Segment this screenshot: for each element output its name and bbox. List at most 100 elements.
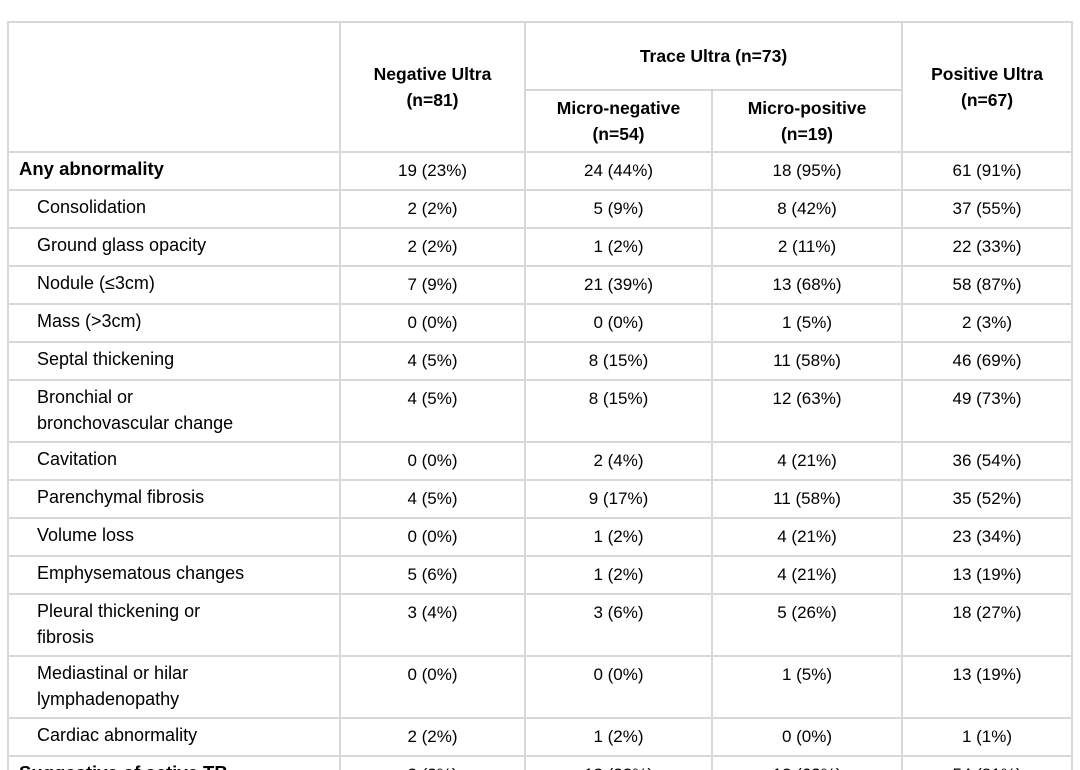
row-value: 5 (6%)	[339, 555, 526, 595]
row-value: 2 (2%)	[339, 189, 526, 229]
row-value: 23 (34%)	[901, 517, 1074, 557]
row-value: 13 (68%)	[710, 265, 904, 305]
row-label: Ground glass opacity	[7, 227, 341, 267]
table-row-consolidation: Consolidation 2 (2%) 5 (9%) 8 (42%) 37 (…	[7, 189, 1074, 229]
row-value: 2 (3%)	[901, 303, 1074, 343]
row-value: 58 (87%)	[901, 265, 1074, 305]
row-value: 4 (5%)	[339, 379, 526, 443]
row-value: 2 (4%)	[524, 441, 713, 481]
row-label: Septal thickening	[7, 341, 341, 381]
row-value: 22 (33%)	[901, 227, 1074, 267]
row-value: 5 (26%)	[710, 593, 904, 657]
row-value: 46 (69%)	[901, 341, 1074, 381]
row-value: 35 (52%)	[901, 479, 1074, 519]
row-value: 2 (11%)	[710, 227, 904, 267]
row-value: 1 (2%)	[524, 517, 713, 557]
table-row-emphysematous-changes: Emphysematous changes 5 (6%) 1 (2%) 4 (2…	[7, 555, 1074, 595]
row-value: 12 (22%)	[524, 755, 713, 770]
table-row-ground-glass-opacity: Ground glass opacity 2 (2%) 1 (2%) 2 (11…	[7, 227, 1074, 267]
row-value: 4 (21%)	[710, 441, 904, 481]
row-label: Pleural thickening or fibrosis	[7, 593, 341, 657]
row-value: 4 (21%)	[710, 555, 904, 595]
header-row-2: Micro-negative (n=54) Micro-positive (n=…	[8, 89, 1072, 153]
row-label: Suggestive of active TB	[7, 755, 341, 770]
row-value: 13 (19%)	[901, 655, 1074, 719]
row-value: 18 (95%)	[710, 151, 904, 191]
row-value: 36 (54%)	[901, 441, 1074, 481]
row-label: Mediastinal or hilar lymphadenopathy	[7, 655, 341, 719]
row-value: 0 (0%)	[710, 717, 904, 757]
row-value: 1 (2%)	[524, 227, 713, 267]
table-row-cardiac-abnormality: Cardiac abnormality 2 (2%) 1 (2%) 0 (0%)…	[7, 717, 1074, 757]
table-row-nodule: Nodule (≤3cm) 7 (9%) 21 (39%) 13 (68%) 5…	[7, 265, 1074, 305]
row-value: 1 (2%)	[524, 555, 713, 595]
row-label: Any abnormality	[7, 151, 341, 191]
row-value: 8 (42%)	[710, 189, 904, 229]
col-header-negative-ultra: Negative Ultra (n=81)	[339, 21, 526, 153]
table-row-mediastinal-lymphadenopathy: Mediastinal or hilar lymphadenopathy 0 (…	[7, 655, 1074, 719]
row-value: 0 (0%)	[524, 303, 713, 343]
row-value: 11 (58%)	[710, 341, 904, 381]
row-value: 19 (23%)	[339, 151, 526, 191]
row-value: 0 (0%)	[339, 441, 526, 481]
col-header-positive-ultra: Positive Ultra (n=67)	[901, 21, 1074, 153]
row-value: 0 (0%)	[524, 655, 713, 719]
col-header-trace-ultra: Trace Ultra (n=73)	[523, 21, 904, 91]
row-label: Bronchial or bronchovascular change	[7, 379, 341, 443]
row-value: 0 (0%)	[339, 517, 526, 557]
row-value: 37 (55%)	[901, 189, 1074, 229]
table-row-cavitation: Cavitation 0 (0%) 2 (4%) 4 (21%) 36 (54%…	[7, 441, 1074, 481]
row-value: 61 (91%)	[901, 151, 1074, 191]
row-value: 8 (15%)	[524, 379, 713, 443]
row-value: 1 (5%)	[710, 655, 904, 719]
row-value: 12 (63%)	[710, 755, 904, 770]
row-label: Mass (>3cm)	[7, 303, 341, 343]
row-value: 1 (5%)	[710, 303, 904, 343]
row-label: Parenchymal fibrosis	[7, 479, 341, 519]
table-row-bronchial-change: Bronchial or bronchovascular change 4 (5…	[7, 379, 1074, 443]
row-label: Nodule (≤3cm)	[7, 265, 341, 305]
row-value: 49 (73%)	[901, 379, 1074, 443]
row-value: 12 (63%)	[710, 379, 904, 443]
row-value: 2 (2%)	[339, 755, 526, 770]
row-value: 9 (17%)	[524, 479, 713, 519]
row-value: 3 (4%)	[339, 593, 526, 657]
row-value: 8 (15%)	[524, 341, 713, 381]
row-value: 13 (19%)	[901, 555, 1074, 595]
table-row-any-abnormality: Any abnormality 19 (23%) 24 (44%) 18 (95…	[7, 151, 1074, 191]
table-row-volume-loss: Volume loss 0 (0%) 1 (2%) 4 (21%) 23 (34…	[7, 517, 1074, 557]
row-label: Consolidation	[7, 189, 341, 229]
header-row-1: Negative Ultra (n=81) Trace Ultra (n=73)…	[7, 21, 1074, 153]
ct-findings-table: Negative Ultra (n=81) Trace Ultra (n=73)…	[7, 21, 1074, 770]
row-label: Emphysematous changes	[7, 555, 341, 595]
row-value: 54 (81%)	[901, 755, 1074, 770]
table-row-septal-thickening: Septal thickening 4 (5%) 8 (15%) 11 (58%…	[7, 341, 1074, 381]
row-value: 18 (27%)	[901, 593, 1074, 657]
row-label: Cavitation	[7, 441, 341, 481]
row-value: 1 (1%)	[901, 717, 1074, 757]
row-value: 24 (44%)	[524, 151, 713, 191]
row-label: Cardiac abnormality	[7, 717, 341, 757]
row-value: 11 (58%)	[710, 479, 904, 519]
row-value: 0 (0%)	[339, 655, 526, 719]
row-value: 3 (6%)	[524, 593, 713, 657]
table-body: Any abnormality 19 (23%) 24 (44%) 18 (95…	[7, 151, 1074, 770]
row-value: 0 (0%)	[339, 303, 526, 343]
table-row-pleural-thickening: Pleural thickening or fibrosis 3 (4%) 3 …	[7, 593, 1074, 657]
row-value: 21 (39%)	[524, 265, 713, 305]
row-value: 4 (5%)	[339, 479, 526, 519]
col-header-micro-negative: Micro-negative (n=54)	[524, 89, 713, 153]
table-row-mass: Mass (>3cm) 0 (0%) 0 (0%) 1 (5%) 2 (3%)	[7, 303, 1074, 343]
row-value: 5 (9%)	[524, 189, 713, 229]
corner-cell	[7, 21, 341, 153]
row-value: 4 (21%)	[710, 517, 904, 557]
row-value: 4 (5%)	[339, 341, 526, 381]
row-value: 2 (2%)	[339, 227, 526, 267]
row-value: 2 (2%)	[339, 717, 526, 757]
col-header-micro-positive: Micro-positive (n=19)	[710, 89, 904, 153]
row-value: 7 (9%)	[339, 265, 526, 305]
table-row-parenchymal-fibrosis: Parenchymal fibrosis 4 (5%) 9 (17%) 11 (…	[7, 479, 1074, 519]
row-label: Volume loss	[7, 517, 341, 557]
table-row-suggestive-active-tb: Suggestive of active TB 2 (2%) 12 (22%) …	[7, 755, 1074, 770]
